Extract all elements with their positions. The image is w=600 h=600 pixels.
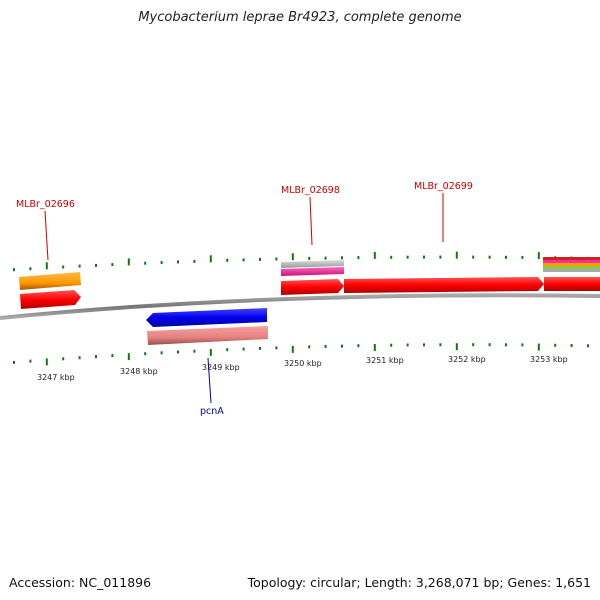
forward-cds-feature (281, 279, 344, 295)
tick-label-row: 3247 kbp 3248 kbp 3249 kbp 3250 kbp 3251… (37, 355, 568, 382)
gene-label: MLBr_02699 (414, 181, 473, 192)
tick-label: 3248 kbp (120, 367, 158, 376)
gene-label: MLBr_02696 (16, 199, 75, 210)
tick-label: 3253 kbp (530, 355, 568, 364)
tick-label: 3249 kbp (202, 363, 240, 372)
forward-cds-feature (544, 277, 600, 291)
feature-track-forward (19, 257, 600, 309)
tick-label: 3252 kbp (448, 355, 486, 364)
colored-feature-stack (543, 269, 600, 272)
forward-cds-feature (20, 290, 81, 309)
orange-gene-feature (19, 272, 81, 290)
colored-feature-stack (543, 263, 600, 266)
colored-feature-stack (543, 266, 600, 269)
reverse-light-feature (147, 326, 268, 345)
feature-track-reverse (146, 308, 268, 345)
tick-label: 3250 kbp (284, 359, 322, 368)
forward-cds-feature (344, 277, 544, 293)
label-leader-line (309, 196, 313, 246)
map-title: Mycobacterium leprae Br4923, complete ge… (138, 10, 462, 25)
pink-feature (281, 267, 344, 276)
outer-tick-row (13, 251, 589, 272)
colored-feature-stack (543, 260, 600, 263)
genome-backbone (0, 293, 600, 320)
grey-feature (281, 260, 344, 268)
label-leader-line (44, 210, 49, 261)
colored-feature-stack (543, 257, 600, 260)
genome-summary: Topology: circular; Length: 3,268,071 bp… (247, 575, 591, 590)
tick-label: 3251 kbp (366, 356, 404, 365)
tick-label: 3247 kbp (37, 373, 75, 382)
inner-tick-row (13, 343, 589, 366)
accession-label: Accession: NC_011896 (9, 575, 152, 590)
label-leader-line (207, 357, 212, 404)
gene-label: pcnA (200, 406, 224, 417)
reverse-cds-feature (146, 308, 267, 327)
gene-label-group: MLBr_02696 MLBr_02698 MLBr_02699 pcnA (16, 181, 473, 417)
gene-label: MLBr_02698 (281, 185, 340, 196)
